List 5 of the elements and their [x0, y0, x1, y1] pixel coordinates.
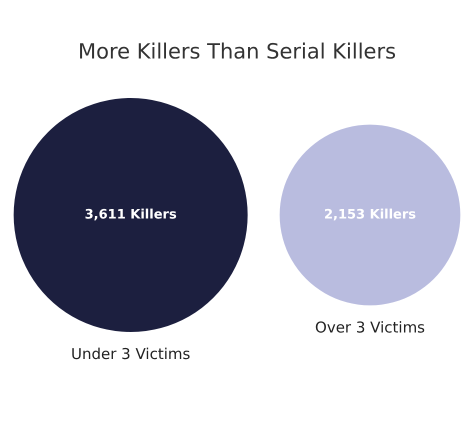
data-label: 3,611 Killers: [84, 208, 177, 222]
text: More Killers Than Serial Killers: [78, 40, 396, 64]
data-label: 2,153 Killers: [324, 208, 416, 222]
category-label: Under 3 Victims: [71, 345, 190, 363]
category-label: Over 3 Victims: [315, 318, 426, 336]
